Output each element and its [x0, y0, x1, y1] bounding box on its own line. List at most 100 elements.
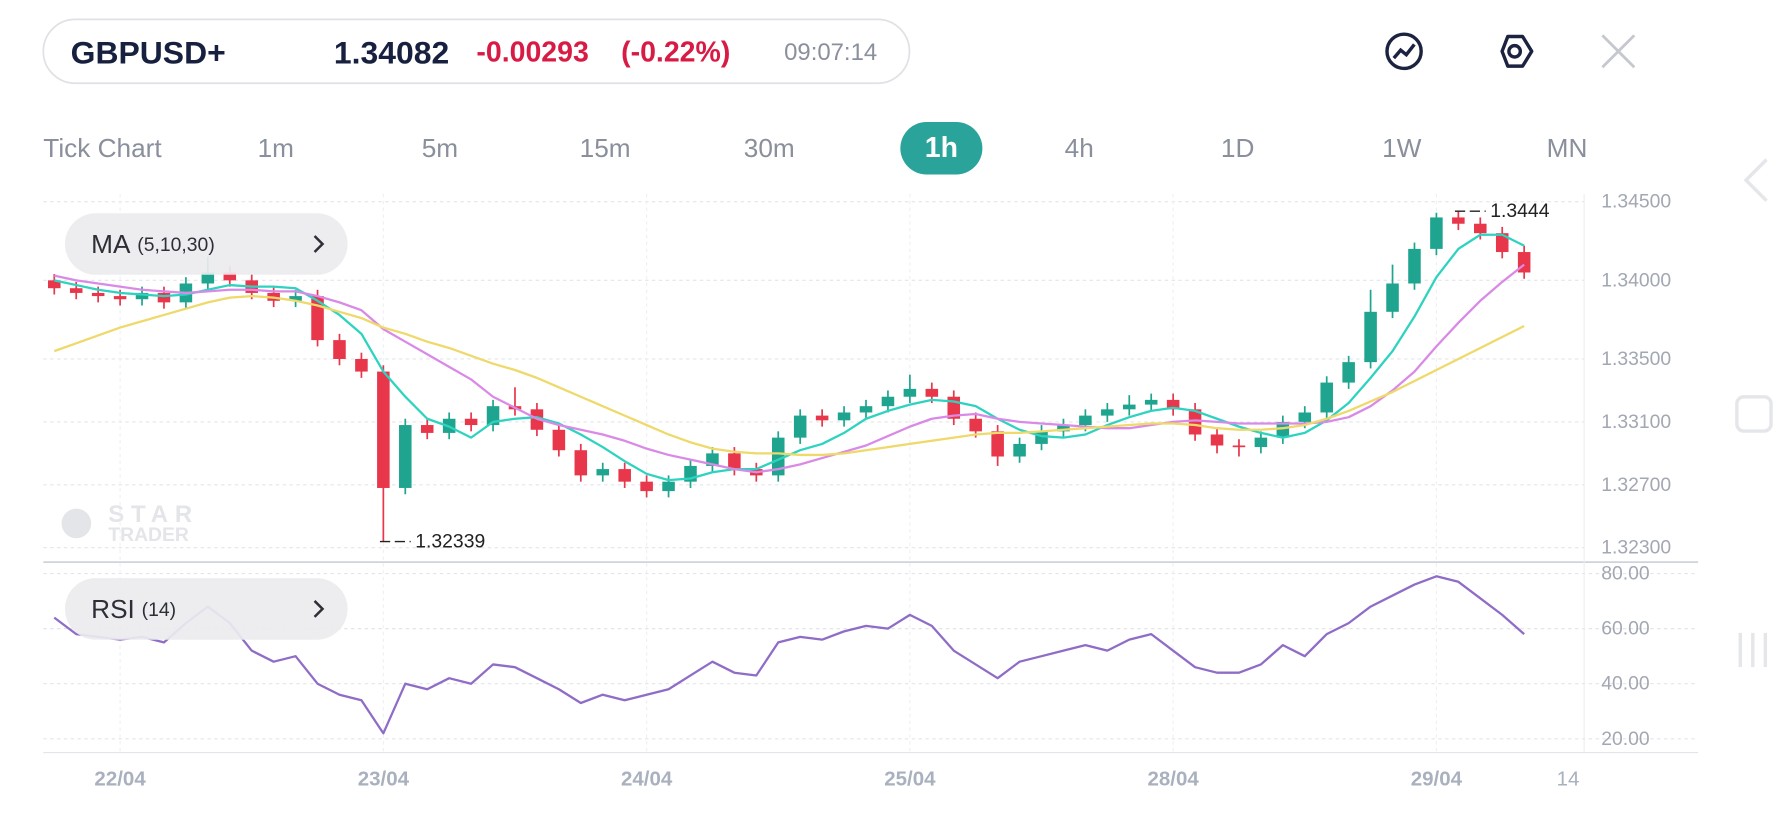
- candle-body: [1013, 443, 1026, 457]
- x-tick-label: 22/04: [94, 767, 146, 790]
- y-tick-label: 60.00: [1601, 618, 1650, 640]
- candle-body: [1298, 412, 1312, 422]
- timeframe-tab[interactable]: 1h: [925, 132, 958, 164]
- y-tick-label: 1.32700: [1601, 474, 1671, 496]
- candle-body: [1079, 415, 1092, 426]
- x-tick-label: 28/04: [1147, 767, 1199, 790]
- y-tick-label: 1.33100: [1601, 411, 1671, 433]
- candle-body: [1188, 409, 1202, 435]
- candle-body: [1430, 217, 1443, 249]
- x-tick-label: 25/04: [884, 767, 936, 790]
- candle-body: [1166, 399, 1180, 410]
- timeframe-tab[interactable]: 1m: [258, 133, 294, 163]
- y-tick-label: 1.33500: [1601, 348, 1671, 370]
- candle-body: [48, 280, 61, 289]
- candle-body: [1386, 283, 1399, 312]
- indicator-line: [53, 575, 1525, 735]
- indicator-params[interactable]: (5,10,30): [137, 234, 214, 256]
- candle-body: [1320, 382, 1333, 413]
- indicator-name[interactable]: MA: [91, 229, 131, 259]
- candle-body: [464, 418, 478, 426]
- candle-body: [1123, 404, 1136, 410]
- candle-body: [793, 415, 807, 438]
- watermark-text: TRADER: [108, 524, 189, 546]
- settings-icon[interactable]: [1500, 34, 1534, 68]
- indicator-line: [54, 263, 1525, 474]
- y-tick-label: 1.34500: [1601, 191, 1671, 213]
- candle-body: [420, 425, 434, 433]
- candle-body: [1452, 217, 1465, 224]
- indicator-pill[interactable]: [64, 213, 348, 275]
- candle-body: [201, 272, 215, 284]
- indicator-name[interactable]: RSI: [91, 594, 135, 624]
- extreme-label: 1.3444: [1490, 200, 1549, 222]
- candle-body: [662, 481, 675, 492]
- symbol: GBPUSD+: [71, 34, 226, 70]
- indicator-icon[interactable]: [1385, 32, 1423, 71]
- candle-body: [574, 450, 588, 476]
- side-handles: [1735, 158, 1773, 668]
- candle-body: [1254, 437, 1268, 448]
- candle-body: [1495, 233, 1509, 253]
- timeframe-tab[interactable]: 5m: [422, 133, 458, 163]
- candle-body: [289, 296, 302, 301]
- candle-body: [728, 453, 741, 470]
- indicator-params[interactable]: (14): [142, 599, 176, 621]
- timeframe-tab[interactable]: 15m: [580, 133, 631, 163]
- candle-body: [859, 406, 873, 413]
- chevron: [313, 600, 325, 618]
- x-tick-label: 14: [1557, 767, 1580, 790]
- candle-body: [1276, 421, 1290, 438]
- candle-body: [1057, 425, 1070, 432]
- candle-body: [1342, 362, 1355, 383]
- candle-body: [1474, 223, 1487, 234]
- candle-body: [771, 437, 785, 476]
- indicator-line: [53, 294, 1525, 457]
- candle-body: [837, 412, 851, 421]
- candle-body: [881, 396, 895, 407]
- timeframe-tab[interactable]: 1D: [1221, 133, 1254, 163]
- candle-body: [113, 296, 127, 300]
- quote-pill: [42, 18, 911, 85]
- candle-body: [399, 425, 412, 488]
- change: -0.00293: [476, 36, 588, 68]
- candle-body: [552, 429, 566, 451]
- indicator-pill[interactable]: [64, 578, 348, 640]
- overlay: 1.32339 1.3444 MA (5,10,30) RSI (14): [64, 200, 1550, 640]
- timeframe-tab[interactable]: Tick Chart: [43, 133, 162, 163]
- candle-body: [618, 469, 631, 482]
- candle-body: [223, 272, 237, 281]
- watermark: STAR TRADER: [61, 501, 199, 546]
- candle-body: [333, 340, 346, 359]
- y-tick-label: 1.32300: [1601, 537, 1671, 559]
- x-tick-label: 23/04: [358, 767, 410, 790]
- candle-body: [1210, 434, 1224, 446]
- candle-body: [377, 371, 390, 488]
- candle-body: [355, 358, 368, 372]
- watermark-text: STAR: [108, 501, 199, 528]
- candle-body: [69, 288, 83, 293]
- candle-body: [596, 469, 610, 476]
- y-tick-label: 80.00: [1601, 563, 1650, 585]
- candle-body: [1101, 409, 1114, 416]
- candle-body: [991, 431, 1004, 457]
- candle-body: [91, 292, 105, 297]
- candle-body: [135, 292, 149, 300]
- timeframe-tab[interactable]: 30m: [744, 133, 795, 163]
- price: 1.34082: [334, 34, 449, 70]
- candle-body: [1408, 248, 1421, 284]
- candle-body: [903, 388, 917, 397]
- timeframe-tab[interactable]: 1W: [1382, 133, 1422, 163]
- close-icon[interactable]: [1601, 34, 1636, 69]
- candle-body: [1144, 399, 1158, 405]
- timeframe-tab[interactable]: 4h: [1065, 133, 1094, 163]
- y-tick-label: 40.00: [1601, 673, 1650, 695]
- active-tab[interactable]: [900, 122, 983, 175]
- timeframe-tab[interactable]: MN: [1547, 133, 1588, 163]
- candle-body: [1232, 445, 1246, 448]
- x-tick-label: 29/04: [1411, 767, 1463, 790]
- x-tick-label: 24/04: [621, 767, 673, 790]
- candle-body: [157, 292, 171, 303]
